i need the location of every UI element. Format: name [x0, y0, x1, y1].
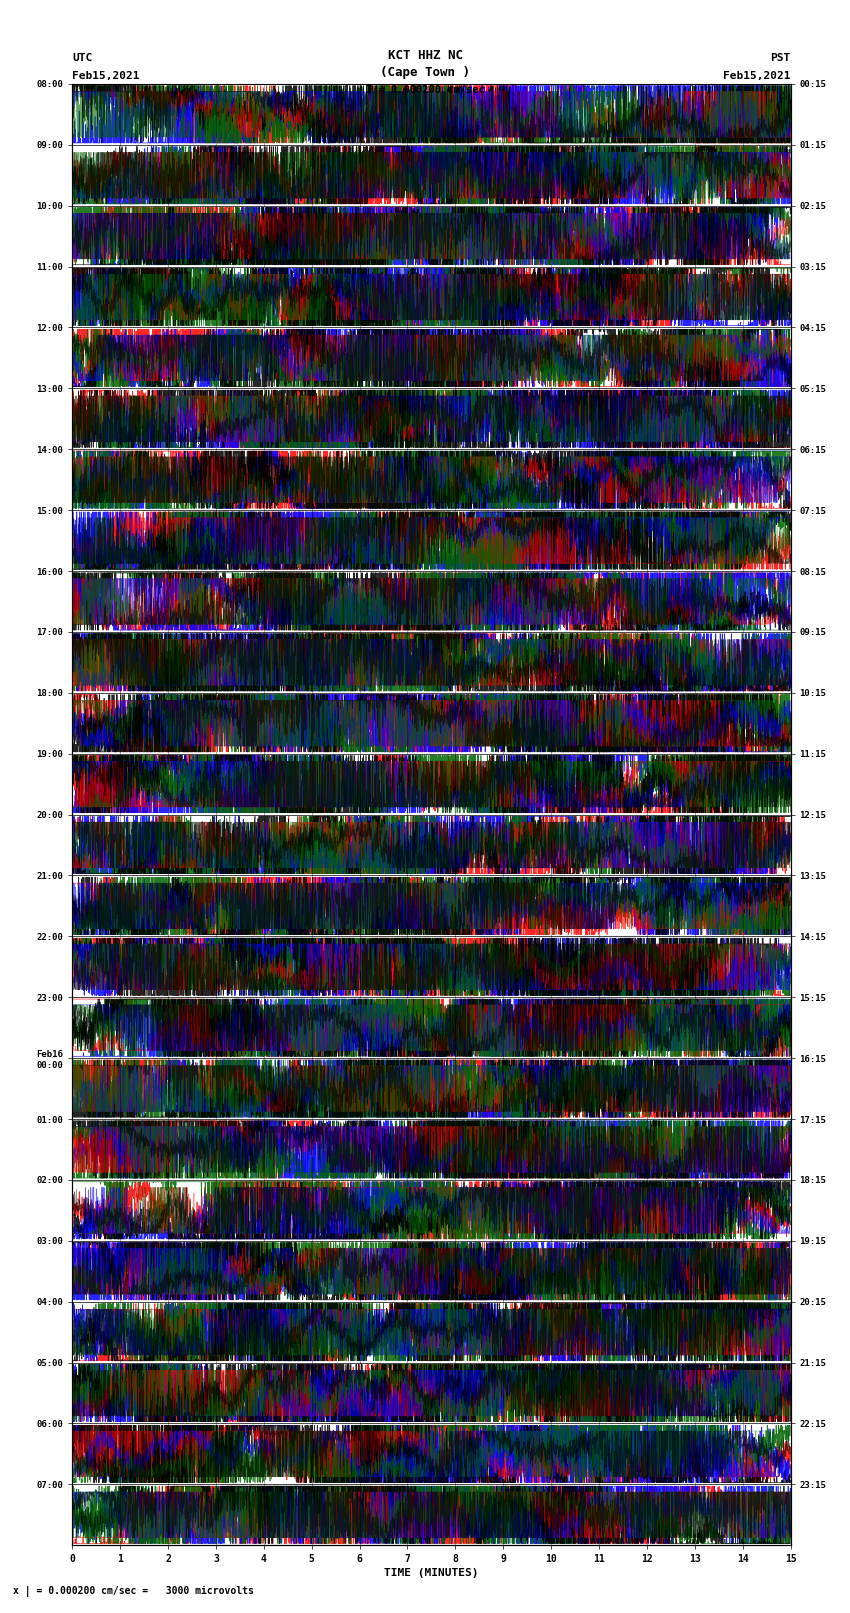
Text: KCT HHZ NC: KCT HHZ NC — [388, 48, 462, 63]
Text: Feb15,2021: Feb15,2021 — [72, 71, 139, 81]
Text: UTC: UTC — [72, 53, 93, 63]
X-axis label: TIME (MINUTES): TIME (MINUTES) — [384, 1568, 479, 1579]
Text: PST: PST — [770, 53, 790, 63]
Text: (Cape Town ): (Cape Town ) — [380, 66, 470, 79]
Text: Feb15,2021: Feb15,2021 — [723, 71, 791, 81]
Text: I = 0.000200 cm/sec: I = 0.000200 cm/sec — [366, 85, 484, 95]
Text: x | = 0.000200 cm/sec =   3000 microvolts: x | = 0.000200 cm/sec = 3000 microvolts — [13, 1586, 253, 1597]
